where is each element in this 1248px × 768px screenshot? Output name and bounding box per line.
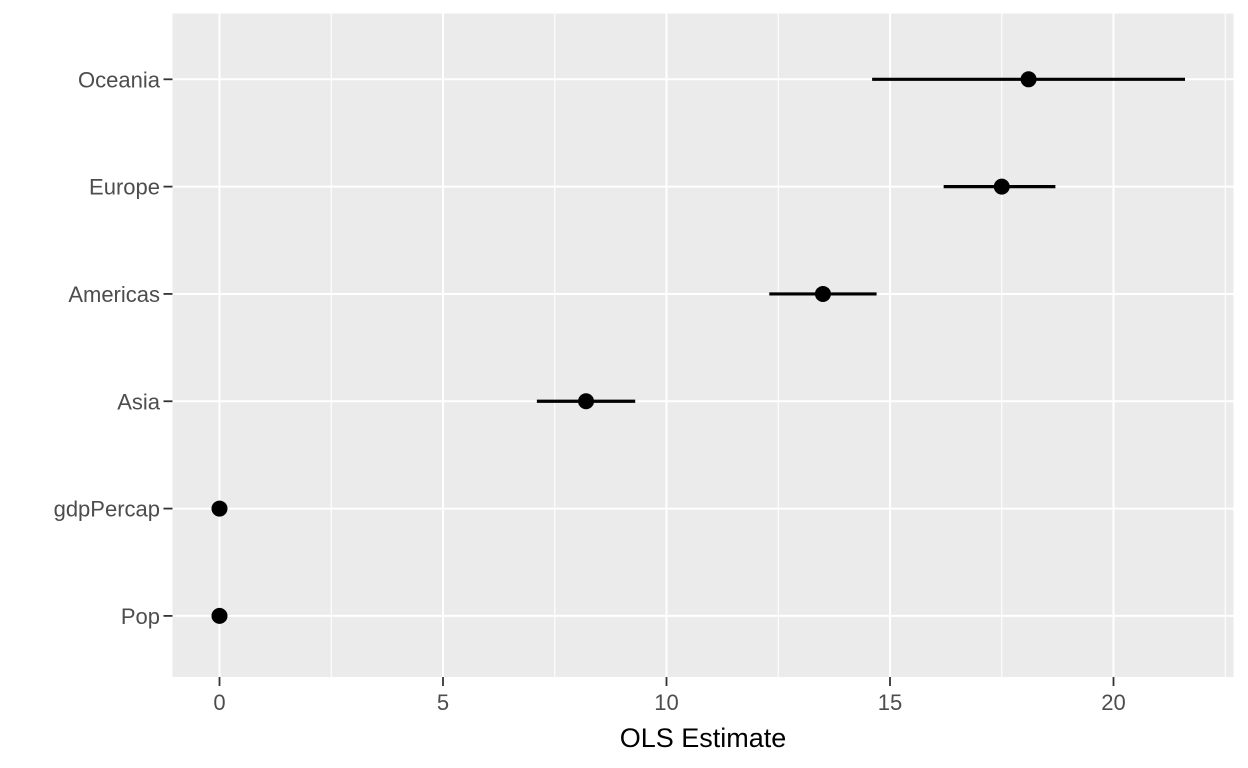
y-axis-label-oceania: Oceania bbox=[78, 67, 161, 92]
point-asia bbox=[578, 393, 595, 410]
point-oceania bbox=[1020, 71, 1037, 88]
y-axis-label-asia: Asia bbox=[117, 389, 161, 414]
x-tick-label-15: 15 bbox=[878, 690, 902, 715]
point-europe bbox=[993, 178, 1010, 195]
x-tick-label-10: 10 bbox=[654, 690, 678, 715]
y-axis-label-pop: Pop bbox=[121, 604, 160, 629]
point-pop bbox=[211, 607, 228, 624]
x-tick-label-20: 20 bbox=[1101, 690, 1125, 715]
x-axis-title: OLS Estimate bbox=[620, 723, 787, 753]
x-tick-label-0: 0 bbox=[213, 690, 225, 715]
point-americas bbox=[814, 285, 831, 302]
y-axis-label-gdppercap: gdpPercap bbox=[54, 497, 160, 522]
plot-panel bbox=[172, 13, 1234, 677]
point-gdppercap bbox=[211, 500, 228, 517]
x-tick-label-5: 5 bbox=[437, 690, 449, 715]
y-axis-label-europe: Europe bbox=[89, 175, 160, 200]
y-axis-label-americas: Americas bbox=[68, 282, 160, 307]
